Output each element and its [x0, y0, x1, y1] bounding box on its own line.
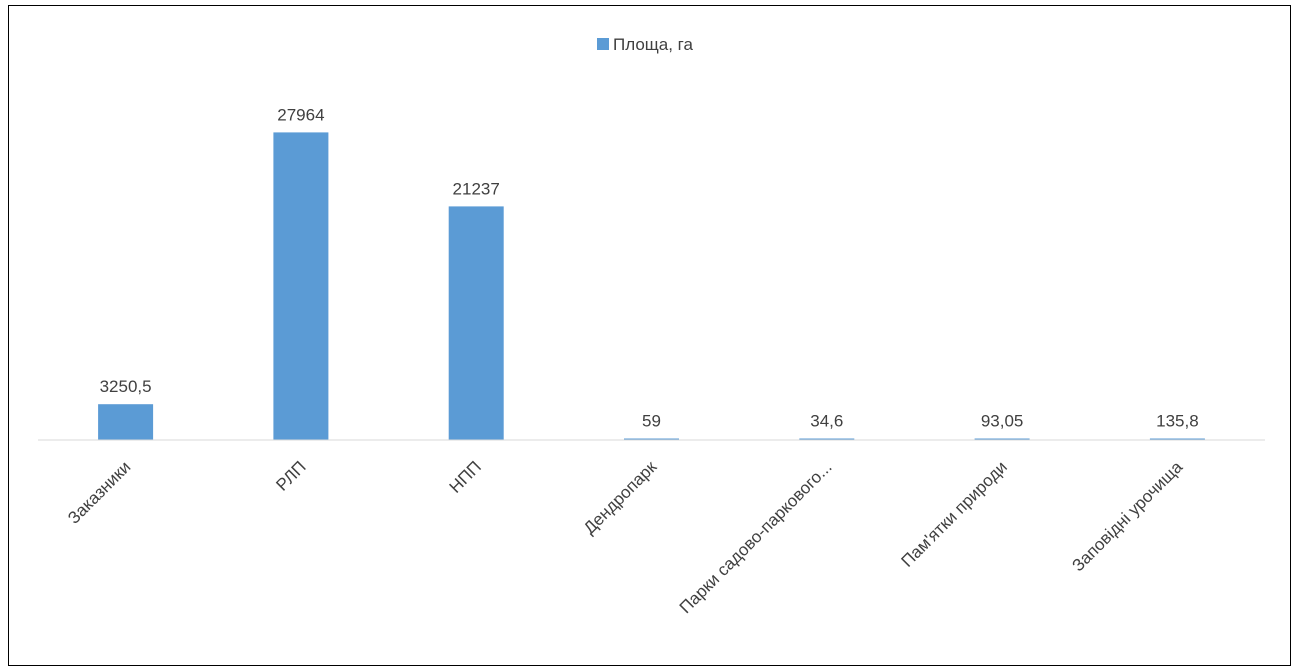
category-label-2: РЛП: [272, 457, 309, 494]
legend-label: Площа, га: [613, 35, 693, 54]
category-labels: Заказники РЛП НПП Дендропарк Парки садово-па…: [64, 457, 1186, 617]
data-label-2: 27964: [277, 105, 324, 124]
legend-swatch: [597, 38, 609, 50]
category-label-3: НПП: [446, 457, 485, 496]
category-label-7: Заповідні урочища: [1068, 457, 1186, 575]
bar-6: [974, 438, 1030, 440]
data-label-7: 135,8: [1156, 412, 1199, 431]
bar-1: [98, 404, 154, 440]
bar-7: [1149, 438, 1205, 440]
data-label-4: 59: [642, 412, 661, 431]
data-label-1: 3250,5: [100, 377, 152, 396]
data-labels: 3250,5 27964 21237 59 34,6 93,05 135,8: [100, 105, 1199, 430]
bar-4: [624, 438, 679, 440]
category-label-6: Пам'ятки природи: [898, 457, 1011, 570]
legend: Площа, га: [597, 35, 693, 54]
category-label-4: Дендропарк: [580, 457, 661, 538]
chart-frame: [8, 5, 1291, 666]
data-label-5: 34,6: [810, 412, 843, 431]
data-label-3: 21237: [453, 179, 500, 198]
bar-2: [273, 132, 329, 440]
bars: [98, 132, 1205, 440]
category-label-5: Парки садово-паркового...: [676, 457, 836, 617]
data-label-6: 93,05: [981, 412, 1024, 431]
bar-3: [448, 206, 504, 440]
category-label-1: Заказники: [64, 457, 134, 527]
bar-5: [799, 438, 855, 440]
